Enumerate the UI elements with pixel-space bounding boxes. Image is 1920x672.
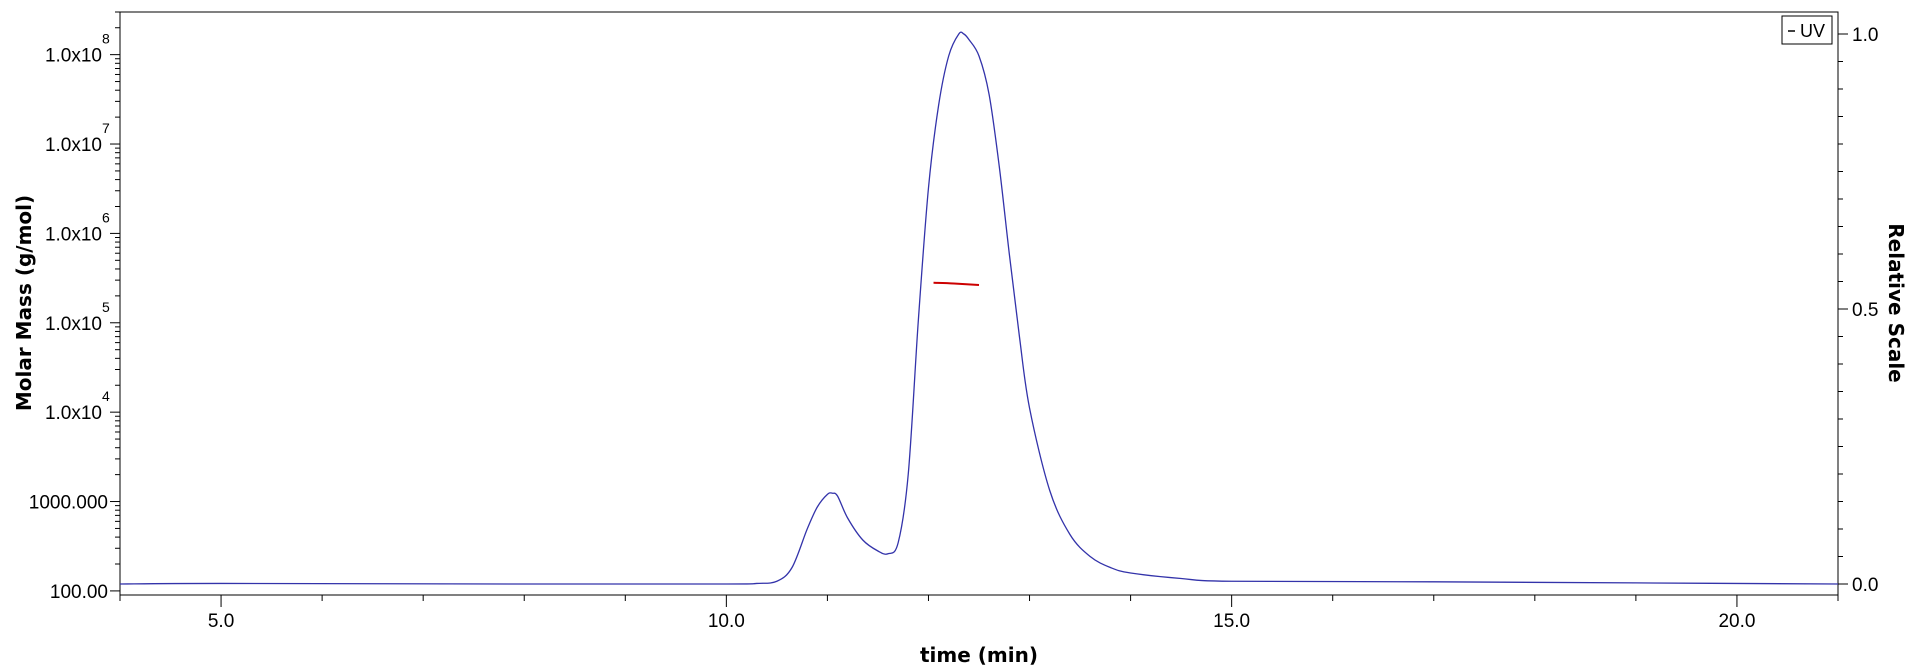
y-left-tick-exponent: 8 (102, 31, 110, 47)
y-left-axis: 100.001000.0001.0x1041.0x1051.0x1061.0x1… (29, 11, 120, 603)
y-left-tick-label: 1000.000 (29, 493, 108, 514)
y-right-tick-label: 1.0 (1852, 25, 1878, 46)
y-right-axis-title: Relative Scale (1884, 223, 1908, 382)
y-left-tick-exponent: 5 (102, 299, 110, 315)
y-left-tick-label: 1.0x10 (45, 135, 102, 156)
x-tick-label: 15.0 (1213, 611, 1250, 632)
x-tick-label: 10.0 (708, 611, 745, 632)
plot-area (119, 11, 1839, 596)
legend-entry-uv: UV (1800, 21, 1825, 41)
series-layer (119, 31, 1839, 585)
y-right-tick-label: 0.0 (1852, 575, 1878, 596)
y-right-axis: 0.0 0.5 1.0 (1838, 25, 1878, 596)
y-left-tick-label: 100.00 (50, 582, 108, 603)
x-tick-label: 20.0 (1718, 611, 1755, 632)
x-axis-title: time (min) (920, 643, 1038, 667)
y-left-tick-exponent: 6 (102, 209, 110, 225)
y-left-tick-exponent: 7 (102, 120, 110, 136)
y-left-tick-exponent: 4 (102, 388, 110, 404)
y-left-tick-label: 1.0x10 (45, 224, 102, 245)
y-left-tick-label: 1.0x10 (45, 314, 102, 335)
legend: UV (1781, 15, 1833, 45)
molar-mass-series-line (933, 281, 980, 286)
y-left-tick-label: 1.0x10 (45, 46, 102, 67)
y-left-axis-title: Molar Mass (g/mol) (12, 195, 36, 411)
uv-series-line (119, 31, 1839, 585)
x-axis: 5.0 10.0 15.0 20.0 (119, 595, 1839, 632)
y-right-tick-label: 0.5 (1852, 300, 1878, 321)
legend-box (1781, 15, 1833, 45)
x-tick-label: 5.0 (208, 611, 234, 632)
y-left-tick-label: 1.0x10 (45, 403, 102, 424)
